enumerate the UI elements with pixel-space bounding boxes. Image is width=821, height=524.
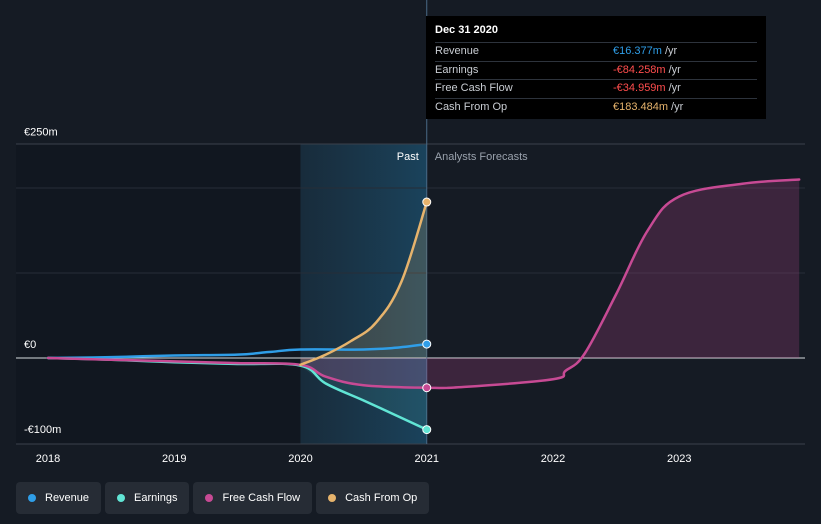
y-tick-label: €0 xyxy=(24,339,36,351)
legend-dot-icon xyxy=(28,494,36,502)
tooltip-row-unit: /yr xyxy=(668,63,681,76)
legend-item-revenue[interactable]: Revenue xyxy=(16,482,102,514)
tooltip-row: Cash From Op €183.484m/yr xyxy=(435,97,757,117)
legend-label: Free Cash Flow xyxy=(222,492,301,504)
tooltip-row: Earnings -€84.258m/yr xyxy=(435,60,757,80)
revenue-marker xyxy=(422,339,432,349)
tooltip-row: Revenue €16.377m/yr xyxy=(435,42,757,61)
legend-label: Cash From Op xyxy=(345,492,418,504)
free-cash-flow-line xyxy=(46,178,801,390)
tooltip-row-value: €16.377m xyxy=(613,45,662,57)
y-tick-label: -€100m xyxy=(24,424,61,436)
x-tick-label: 2019 xyxy=(162,453,186,465)
tooltip-row-name: Revenue xyxy=(435,45,480,57)
x-tick-label: 2023 xyxy=(667,453,691,465)
x-tick-label: 2020 xyxy=(288,453,312,465)
legend-label: Revenue xyxy=(45,492,90,504)
legend-dot-icon xyxy=(117,494,126,502)
legend-dot-icon xyxy=(328,494,337,502)
x-tick-label: 2021 xyxy=(415,453,439,465)
revenue-line xyxy=(46,342,428,360)
legend-dot-icon xyxy=(205,494,214,502)
x-tick-label: 2018 xyxy=(36,453,60,465)
y-tick-label: €250m xyxy=(24,127,58,139)
tooltip-date: Dec 31 2020 xyxy=(435,24,498,36)
x-tick-label: 2022 xyxy=(541,453,565,465)
legend-item-earnings[interactable]: Earnings xyxy=(105,482,190,514)
tooltip-row-value: €183.484m xyxy=(613,100,669,113)
cash-from-op-line xyxy=(299,200,428,367)
cash-from-op-area xyxy=(300,202,427,365)
legend-item-cash-from-op[interactable]: Cash From Op xyxy=(316,482,430,514)
cash-from-op-marker xyxy=(422,197,432,207)
legend-item-free-cash-flow[interactable]: Free Cash Flow xyxy=(193,482,313,514)
free-cash-flow-area xyxy=(300,179,800,389)
past-region xyxy=(300,144,427,444)
past-label: Past xyxy=(397,151,419,163)
tooltip-row-unit: /yr xyxy=(668,82,681,94)
tooltip-row: Free Cash Flow -€34.959m/yr xyxy=(435,79,757,98)
tooltip-row-value: -€34.959m xyxy=(613,82,666,94)
tooltip-row-name: Cash From Op xyxy=(435,100,508,113)
tooltip-row-value: -€84.258m xyxy=(613,63,666,76)
tooltip-row-unit: /yr xyxy=(671,100,684,113)
earnings-area xyxy=(300,358,427,430)
forecast-label: Analysts Forecasts xyxy=(435,151,528,163)
legend: Revenue Earnings Free Cash Flow Cash From O… xyxy=(16,482,433,514)
earnings-marker xyxy=(422,425,432,435)
history-background xyxy=(16,144,301,444)
tooltip-row-unit: /yr xyxy=(664,45,678,57)
tooltip-row-name: Earnings xyxy=(435,63,479,76)
tooltip-row-name: Free Cash Flow xyxy=(435,82,513,94)
tooltip: Dec 31 2020 Revenue €16.377m/yr Earnings -€… xyxy=(426,16,766,119)
legend-label: Earnings xyxy=(134,492,178,504)
free-cash-flow-marker xyxy=(422,383,432,393)
